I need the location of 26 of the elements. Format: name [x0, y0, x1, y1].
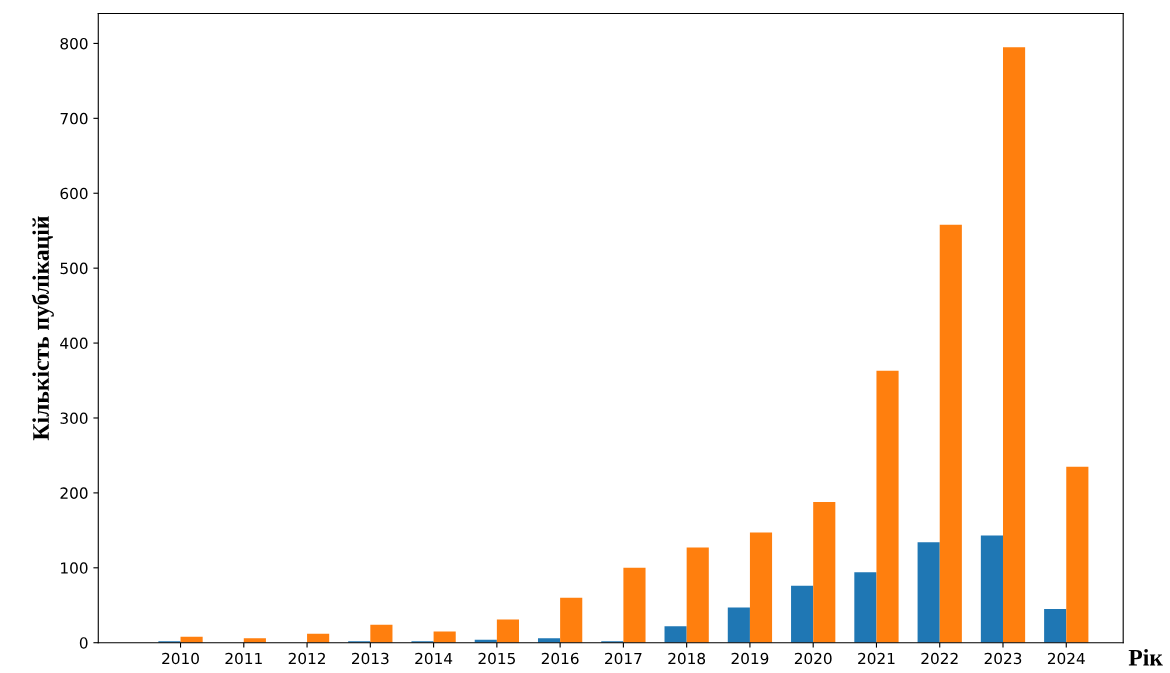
y-tick-label: 400	[60, 337, 88, 350]
y-tick-label: 800	[60, 37, 88, 50]
x-tick-label: 2019	[731, 652, 769, 665]
x-axis-title: Рік	[1128, 649, 1163, 666]
x-tick-label: 2023	[984, 652, 1022, 665]
x-tick-label: 2020	[794, 652, 832, 665]
y-tick-label: 700	[60, 112, 88, 125]
x-tick-label: 2021	[858, 652, 895, 665]
x-tick-label: 2016	[541, 652, 579, 665]
x-tick-label: 2010	[162, 652, 199, 665]
x-tick-label: 2012	[288, 652, 325, 665]
x-tick-label: 2013	[352, 652, 389, 665]
y-tick-label: 200	[60, 487, 88, 499]
y-tick-label: 600	[60, 187, 88, 200]
y-tick-label: 300	[60, 412, 88, 424]
y-tick-label: 100	[61, 562, 88, 574]
x-tick-label: 2018	[668, 652, 706, 665]
x-tick-label: 2011	[225, 652, 262, 665]
x-tick-label: 2017	[605, 652, 642, 665]
x-tick-label: 2024	[1047, 652, 1085, 665]
x-tick-label: 2015	[478, 652, 515, 665]
y-axis-title: Кількість публікацій	[31, 216, 54, 441]
y-tick-label: 0	[79, 637, 88, 649]
x-tick-label: 2022	[921, 652, 958, 665]
y-tick-label: 500	[60, 262, 88, 275]
x-tick-label: 2014	[415, 652, 453, 665]
